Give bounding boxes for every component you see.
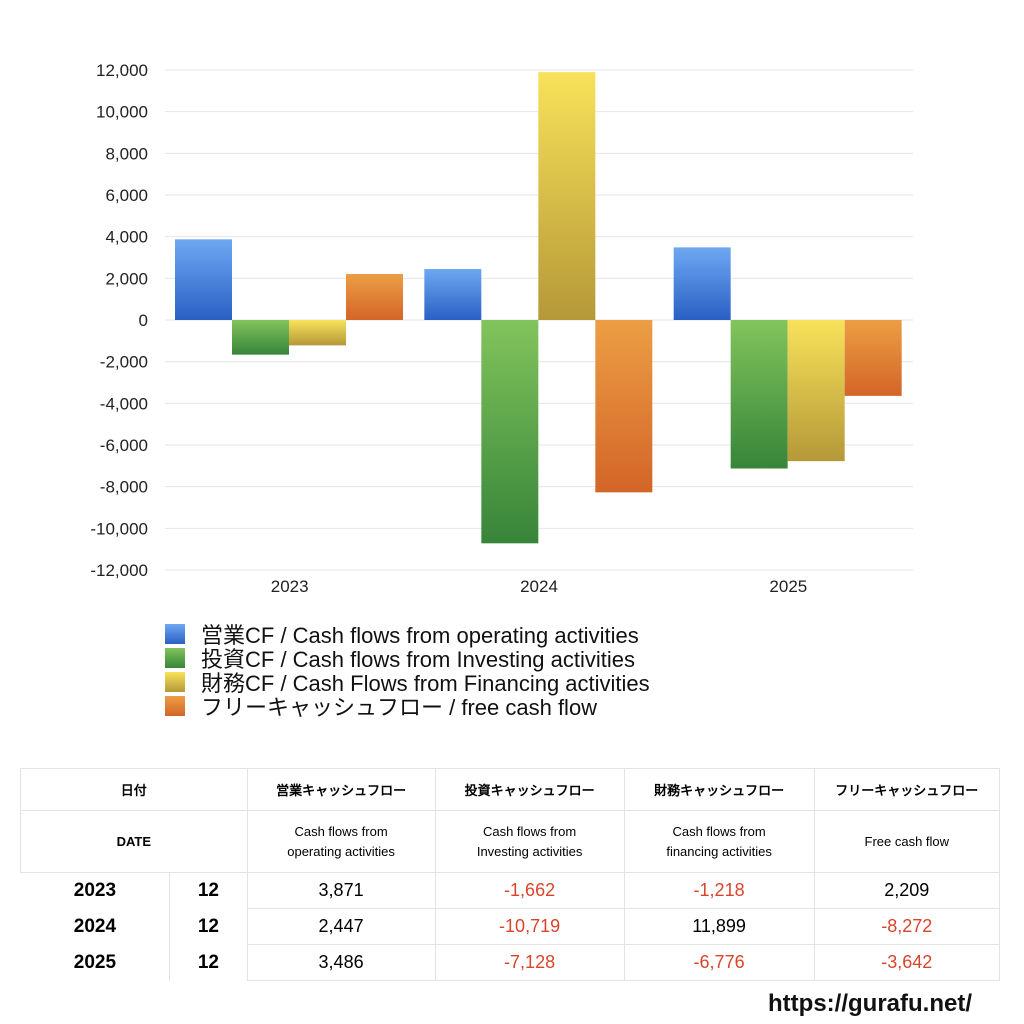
x-tick-label: 2023 xyxy=(271,577,309,596)
table-row: 2025 12 3,486 -7,128 -6,776 -3,642 xyxy=(21,944,1001,981)
y-tick-label: -8,000 xyxy=(100,478,148,497)
value-cell: 3,871 xyxy=(246,872,436,909)
legend-swatch xyxy=(165,624,185,644)
table-header-en: DATE Cash flows from operating activitie… xyxy=(20,810,1001,873)
bar-2025-series-0 xyxy=(673,247,731,320)
bar-2025-series-2 xyxy=(787,320,845,462)
legend-label: フリーキャッシュフロー / free cash flow xyxy=(201,695,598,720)
y-tick-label: -2,000 xyxy=(100,353,148,372)
bar-2024-series-1 xyxy=(481,320,539,544)
value-cell: 3,486 xyxy=(246,944,436,981)
y-tick-label: -12,000 xyxy=(90,561,148,580)
bar-2023-series-3 xyxy=(346,273,403,320)
value-cell: -1,662 xyxy=(434,872,625,909)
header-operating-en: Cash flows from operating activities xyxy=(246,810,436,873)
legend-swatch xyxy=(165,648,185,668)
y-tick-label: 2,000 xyxy=(105,269,148,288)
y-tick-label: 4,000 xyxy=(105,228,148,247)
header-financing-jp: 財務キャッシュフロー xyxy=(623,768,815,811)
legend-item: フリーキャッシュフロー / free cash flow xyxy=(165,694,650,720)
x-tick-label: 2024 xyxy=(520,577,558,596)
header-free-cf-en: Free cash flow xyxy=(813,810,1001,873)
bar-2023-series-2 xyxy=(289,320,346,346)
bar-2025-series-3 xyxy=(844,320,902,396)
month-cell: 12 xyxy=(169,908,248,945)
legend-swatch xyxy=(165,696,185,716)
legend-swatch xyxy=(165,672,185,692)
month-cell: 12 xyxy=(169,944,248,981)
bar-chart: 12,000 10,000 8,000 6,000 4,000 2,000 0 -2,000 -… xyxy=(90,61,913,596)
header-investing-en: Cash flows from Investing activities xyxy=(434,810,625,873)
bar-2025-series-1 xyxy=(730,320,788,469)
value-cell: -8,272 xyxy=(813,908,1001,945)
y-tick-label: 12,000 xyxy=(96,61,148,80)
header-free-cf-jp: フリーキャッシュフロー xyxy=(813,768,1001,811)
cash-flow-table: 日付 営業キャッシュフロー 投資キャッシュフロー 財務キャッシュフロー フリーキ… xyxy=(20,768,1001,981)
chart-legend: 営業CF / Cash flows from operating activit… xyxy=(165,622,650,720)
value-cell: -7,128 xyxy=(434,944,625,981)
header-date-jp: 日付 xyxy=(20,768,248,811)
legend-label: 財務CF / Cash Flows from Financing activit… xyxy=(201,671,650,696)
legend-item: 財務CF / Cash Flows from Financing activit… xyxy=(165,670,650,696)
value-cell: 11,899 xyxy=(623,908,815,945)
bar-2024-series-2 xyxy=(538,72,596,321)
year-cell: 2024 xyxy=(73,915,117,937)
value-cell: -10,719 xyxy=(434,908,625,945)
bar-2023-series-1 xyxy=(232,320,289,355)
legend-item: 営業CF / Cash flows from operating activit… xyxy=(165,622,650,648)
header-date-en: DATE xyxy=(20,810,248,873)
year-cell: 2023 xyxy=(73,879,117,901)
y-tick-label: 10,000 xyxy=(96,103,148,122)
table-row: 2023 12 3,871 -1,662 -1,218 2,209 xyxy=(21,872,1001,909)
x-tick-label: 2025 xyxy=(769,577,807,596)
y-tick-label: 8,000 xyxy=(105,144,148,163)
y-tick-label: -6,000 xyxy=(100,436,148,455)
site-url[interactable]: https://gurafu.net/ xyxy=(768,990,972,1017)
value-cell: 2,447 xyxy=(246,908,436,945)
year-cell: 2025 xyxy=(73,951,117,973)
header-investing-jp: 投資キャッシュフロー xyxy=(434,768,625,811)
header-financing-en: Cash flows from financing activities xyxy=(623,810,815,873)
table-header-jp: 日付 営業キャッシュフロー 投資キャッシュフロー 財務キャッシュフロー フリーキ… xyxy=(20,768,1001,811)
legend-label: 営業CF / Cash flows from operating activit… xyxy=(201,623,639,648)
legend-label: 投資CF / Cash flows from Investing activit… xyxy=(201,647,636,672)
value-cell: -1,218 xyxy=(623,872,815,909)
legend-item: 投資CF / Cash flows from Investing activit… xyxy=(165,646,650,672)
value-cell: 2,209 xyxy=(813,872,1001,909)
bar-2024-series-3 xyxy=(595,320,653,493)
bar-2023-series-0 xyxy=(175,239,232,320)
value-cell: -3,642 xyxy=(813,944,1001,981)
month-cell: 12 xyxy=(169,872,248,909)
y-tick-label: -4,000 xyxy=(100,394,148,413)
y-tick-label: 0 xyxy=(139,311,148,330)
table-row: 2024 12 2,447 -10,719 11,899 -8,272 xyxy=(21,908,1001,945)
bar-2024-series-0 xyxy=(424,269,482,320)
header-operating-jp: 営業キャッシュフロー xyxy=(246,768,436,811)
value-cell: -6,776 xyxy=(623,944,815,981)
y-tick-label: -10,000 xyxy=(90,519,148,538)
y-tick-label: 6,000 xyxy=(105,186,148,205)
